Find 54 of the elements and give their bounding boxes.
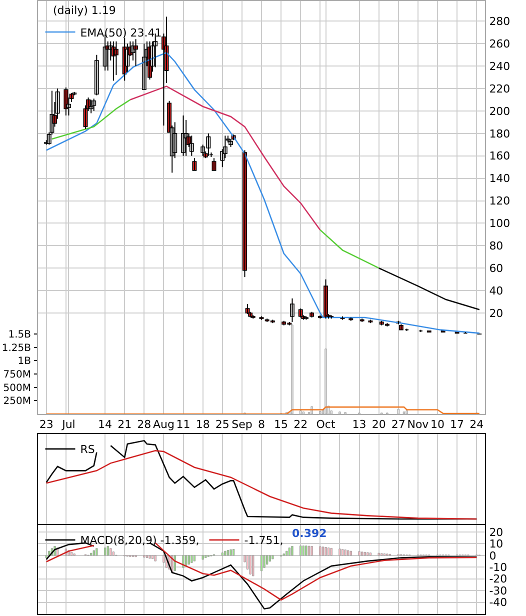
y-tick-label: 260: [489, 38, 510, 50]
y-tick-label: 40: [489, 284, 504, 298]
chart-title: (daily) 1.19: [53, 4, 116, 17]
y-tick-label: 1.5B: [8, 329, 32, 340]
y-tick-label: 750M: [3, 369, 31, 380]
y-tick-label: -30: [489, 584, 508, 598]
legend-label: EMA(50) 23.41: [80, 26, 162, 40]
x-tick-label: 13: [352, 418, 366, 432]
y-tick-label: 500M: [3, 382, 31, 394]
y-tick-label: -20: [489, 572, 508, 586]
x-tick-label: 28: [137, 418, 152, 432]
x-tick-label: 23: [39, 418, 54, 432]
x-tick-label: 20: [372, 418, 386, 432]
y-tick-label: 180: [489, 127, 510, 140]
x-tick-label: Nov: [407, 418, 430, 432]
x-tick-label: 14: [98, 418, 112, 432]
y-tick-label: 240: [489, 60, 510, 73]
y-tick-label: 250M: [3, 396, 31, 408]
x-tick-label: 8: [258, 418, 265, 432]
x-tick-label: Jul: [61, 418, 76, 432]
x-tick-label: Sep: [232, 418, 252, 432]
x-tick-label: 27: [391, 418, 406, 432]
y-tick-label: 1B: [18, 356, 32, 368]
y-tick-label: 120: [489, 194, 510, 208]
x-tick-label: Oct: [316, 418, 336, 432]
y-tick-label: 160: [489, 150, 510, 163]
y-tick-label: 100: [489, 217, 510, 230]
y-tick-label: 10: [489, 538, 504, 551]
annotation: 0.392: [292, 527, 327, 540]
y-tick-label: 140: [489, 172, 510, 186]
y-tick-label: 220: [489, 82, 510, 96]
y-tick-label: 0: [489, 549, 496, 562]
x-tick-label: 15: [274, 418, 288, 432]
x-tick-label: 22: [294, 418, 308, 432]
legend-label: -1.751,: [244, 534, 284, 548]
y-tick-label: -40: [489, 596, 508, 610]
y-tick-label: 280: [489, 15, 510, 28]
x-tick-label: 17: [450, 418, 464, 432]
x-tick-label: 21: [118, 418, 132, 432]
y-tick-label: 1.25B: [2, 342, 32, 354]
y-tick-label: 80: [489, 240, 504, 253]
y-tick-label: 60: [489, 262, 504, 275]
x-tick-label: 25: [215, 418, 230, 432]
y-tick-label: 20: [489, 306, 504, 320]
x-tick-label: 10: [430, 418, 445, 432]
y-tick-label: -10: [489, 561, 508, 574]
y-tick-label: 20: [489, 526, 504, 539]
x-tick-label: 18: [196, 418, 210, 432]
legend-label: MACD(8,20,9) -1.359,: [80, 534, 200, 548]
x-tick-label: Aug: [152, 418, 174, 432]
y-tick-label: 200: [489, 104, 510, 118]
x-tick-label: 24: [470, 418, 484, 432]
x-tick-label: 11: [176, 418, 190, 432]
legend-label: RS: [80, 443, 95, 456]
